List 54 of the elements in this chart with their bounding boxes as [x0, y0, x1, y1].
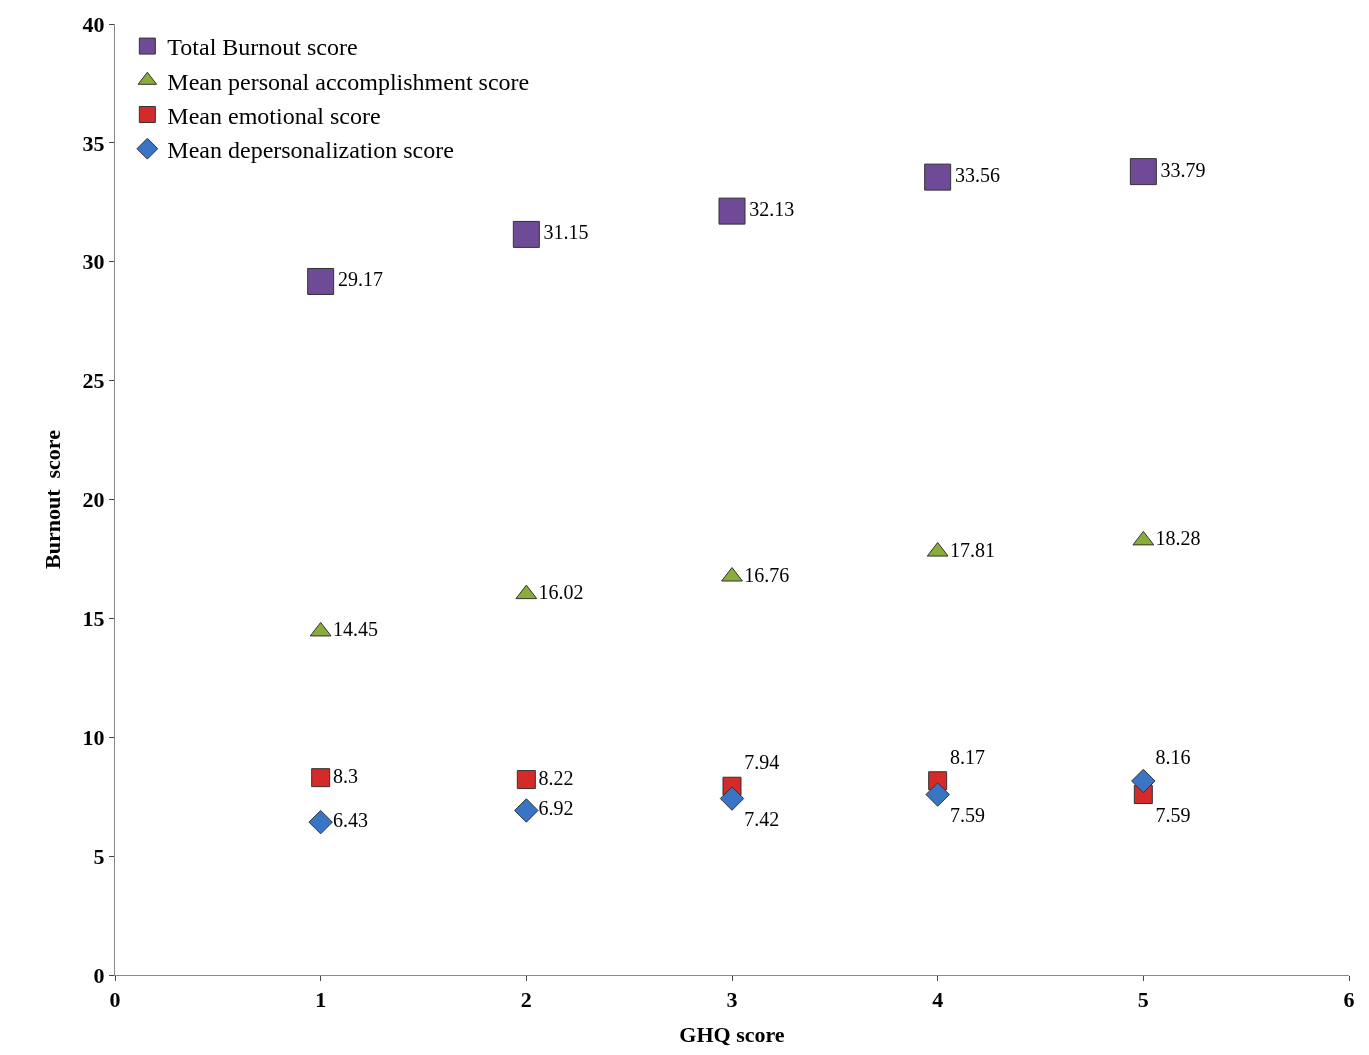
x-tick-label: 2 — [520, 987, 532, 1013]
point — [718, 197, 746, 225]
data-label: 18.28 — [1155, 527, 1201, 550]
data-label: 7.59 — [1155, 803, 1191, 826]
data-label: 32.13 — [749, 198, 795, 221]
y-axis-title: Burnout score — [40, 429, 66, 569]
point — [719, 786, 745, 811]
y-tick-label: 5 — [93, 843, 105, 869]
data-label: 17.81 — [949, 538, 995, 561]
data-label: 8.17 — [949, 745, 985, 768]
data-label: 16.02 — [538, 581, 584, 604]
x-tick-label: 3 — [726, 987, 738, 1013]
x-tick-label: 4 — [932, 987, 944, 1013]
legend-label: Mean personal accomplishment score — [167, 68, 530, 95]
data-label: 6.92 — [538, 797, 574, 820]
point — [516, 770, 536, 790]
y-tick-label: 25 — [82, 368, 105, 394]
point — [512, 220, 540, 248]
point — [1129, 158, 1157, 186]
data-label: 8.16 — [1155, 745, 1191, 768]
x-tick-label: 1 — [315, 987, 327, 1013]
point — [311, 768, 331, 788]
data-label: 7.42 — [744, 807, 780, 830]
data-label: 8.3 — [332, 764, 358, 787]
y-tick-label: 0 — [93, 962, 105, 988]
x-axis-title: GHQ score — [679, 1022, 785, 1048]
y-tick-label: 10 — [82, 724, 105, 750]
data-label: 6.43 — [332, 809, 368, 832]
point — [925, 782, 950, 807]
legend-label: Mean emotional score — [167, 102, 381, 129]
x-tick-label: 0 — [109, 987, 121, 1013]
data-label: 8.22 — [538, 766, 574, 789]
data-label: 7.59 — [949, 803, 985, 826]
data-label: 16.76 — [744, 563, 790, 586]
point — [308, 809, 333, 835]
data-label: 33.56 — [954, 164, 1000, 187]
y-tick-label: 20 — [82, 487, 105, 513]
data-label: 7.94 — [744, 750, 780, 773]
data-label: 14.45 — [332, 618, 378, 641]
y-tick-label: 35 — [82, 130, 105, 156]
x-tick-label: 5 — [1137, 987, 1149, 1013]
point — [514, 798, 539, 823]
point — [307, 267, 335, 295]
y-tick-label: 40 — [82, 11, 105, 37]
data-label: 29.17 — [337, 268, 383, 291]
data-label: 31.15 — [543, 221, 589, 244]
y-tick-label: 15 — [82, 606, 105, 632]
legend-label: Total Burnout score — [167, 34, 358, 61]
point — [924, 163, 952, 191]
legend-label: Mean depersonalization score — [167, 137, 454, 164]
point — [1131, 768, 1156, 794]
data-label: 33.79 — [1160, 158, 1206, 181]
y-tick-label: 30 — [82, 249, 105, 275]
x-tick-label: 6 — [1343, 987, 1355, 1013]
